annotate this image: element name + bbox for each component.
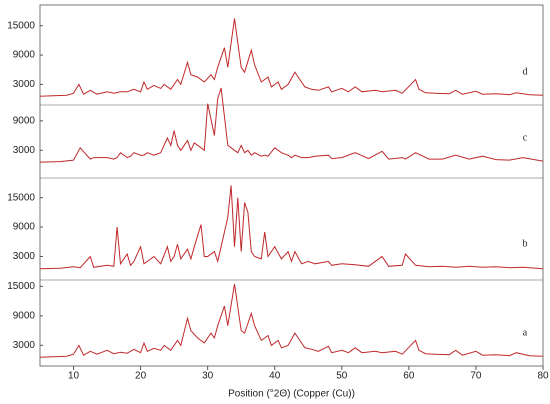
pattern-line [39,185,544,270]
y-tick-label: 9000 [13,50,36,61]
x-tick-label: 80 [537,371,549,382]
y-tick-label: 3000 [13,79,36,90]
series-label: b [523,239,528,250]
x-tick-label: 70 [470,371,482,382]
x-tick-label: 40 [269,371,281,382]
series-label: a [523,327,528,338]
y-tick-label: 9000 [13,222,36,233]
pattern-line [39,283,544,358]
y-tick-label: 3000 [13,251,36,262]
y-tick-label: 15000 [7,281,35,292]
x-axis-title: Position (°2Θ) (Copper (Cu)) [228,389,355,400]
pattern-line [39,87,544,163]
y-tick-label: 3000 [13,340,36,351]
series-label: d [523,67,528,78]
y-tick-label: 9000 [13,311,36,322]
pattern-line [39,18,544,97]
y-tick-label: 15000 [7,20,35,31]
series-label: c [523,132,528,143]
x-tick-label: 20 [135,371,147,382]
x-tick-label: 50 [336,371,348,382]
y-tick-label: 15000 [7,192,35,203]
plot-frame [39,4,544,367]
y-tick-label: 9000 [13,115,36,126]
x-tick-label: 30 [202,371,214,382]
x-tick-label: 10 [68,371,80,382]
x-tick-label: 60 [403,371,415,382]
y-tick-label: 3000 [13,145,36,156]
